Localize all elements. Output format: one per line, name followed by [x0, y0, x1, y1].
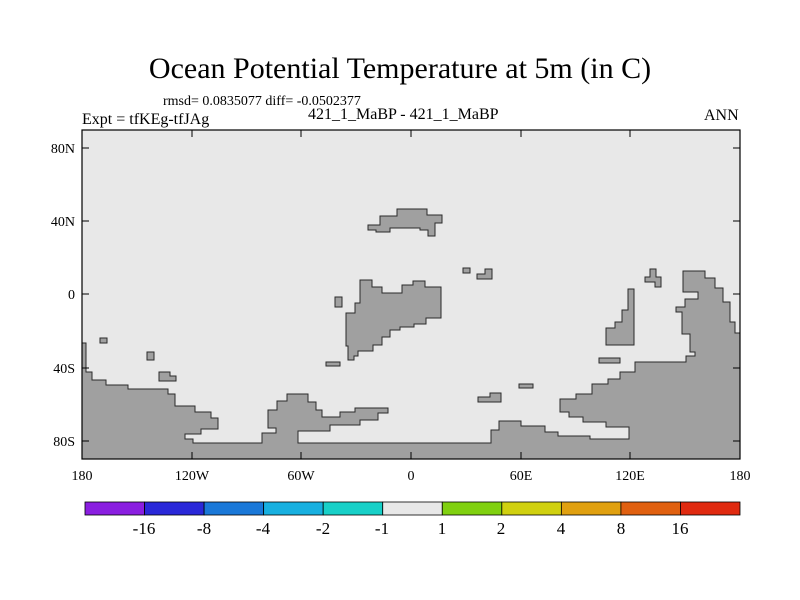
y-tick-label: 80N [51, 142, 75, 157]
land-islet [146, 351, 155, 361]
colorbar-swatch [680, 501, 741, 516]
land-islet [644, 268, 662, 288]
case-names: 421_1_MaBP - 421_1_MaBP [308, 106, 499, 123]
colorbar-label: 8 [617, 519, 626, 538]
colorbar-label: 1 [438, 519, 447, 538]
y-tick-label: 40S [53, 362, 75, 377]
colorbar-swatch [84, 501, 145, 516]
land-islet [99, 337, 108, 344]
colorbar-swatch [382, 501, 443, 516]
land-islet [325, 361, 341, 367]
colorbar-swatch [620, 501, 681, 516]
land-islet [334, 296, 343, 308]
land-mask [81, 208, 741, 460]
colorbar-swatch [263, 501, 324, 516]
colorbar-label: 4 [557, 519, 566, 538]
x-tick-label: 60W [287, 469, 315, 484]
land-islet [518, 383, 534, 389]
colorbar-label: 2 [497, 519, 506, 538]
experiment-label: Expt = tfKEg-tfJAg [82, 111, 210, 128]
colorbar-label: -2 [316, 519, 330, 538]
colorbar-label: -16 [133, 519, 156, 538]
colorbar-label: -8 [197, 519, 211, 538]
map-panel: 180 120W 60W 0 60E 120E 180 80N 40N 0 40… [51, 129, 751, 484]
colorbar-label: -1 [375, 519, 389, 538]
land-antarctica [81, 270, 741, 460]
y-tick-label: 40N [51, 215, 75, 230]
axis-ticks [81, 130, 741, 459]
y-axis-labels: 80N 40N 0 40S 80S [51, 142, 75, 450]
land-islet [476, 268, 493, 280]
land-islet [477, 392, 502, 403]
land-islet [462, 267, 471, 274]
colorbar-swatch [203, 501, 265, 516]
x-tick-label: 120E [615, 469, 645, 484]
x-tick-label: 60E [510, 469, 533, 484]
colorbar-boxes [84, 501, 741, 516]
x-tick-label: 180 [730, 469, 751, 484]
land-islet [158, 371, 177, 382]
x-tick-label: 180 [72, 469, 93, 484]
colorbar-label: 16 [672, 519, 689, 538]
land-islet [598, 357, 621, 364]
x-tick-label: 120W [175, 469, 210, 484]
land-central-continent [345, 279, 442, 361]
rmsd-diff-stats: rmsd= 0.0835077 diff= -0.0502377 [163, 94, 361, 109]
colorbar-swatch [560, 501, 622, 516]
colorbar-labels: -16 -8 -4 -2 -1 1 2 4 8 16 [133, 519, 689, 538]
colorbar-swatch [322, 501, 384, 516]
colorbar-swatch [144, 501, 205, 516]
land-east-island [605, 288, 635, 346]
x-tick-label: 0 [408, 469, 415, 484]
plot-title: Ocean Potential Temperature at 5m (in C) [148, 52, 652, 85]
colorbar: -16 -8 -4 -2 -1 1 2 4 8 16 [84, 501, 741, 538]
colorbar-swatch [441, 501, 503, 516]
colorbar-swatch [501, 501, 562, 516]
colorbar-label: -4 [256, 519, 271, 538]
y-tick-label: 0 [68, 288, 75, 303]
land-northern-block [367, 208, 443, 237]
y-tick-label: 80S [53, 435, 75, 450]
season-label: ANN [704, 107, 739, 124]
x-axis-labels: 180 120W 60W 0 60E 120E 180 [72, 469, 751, 484]
